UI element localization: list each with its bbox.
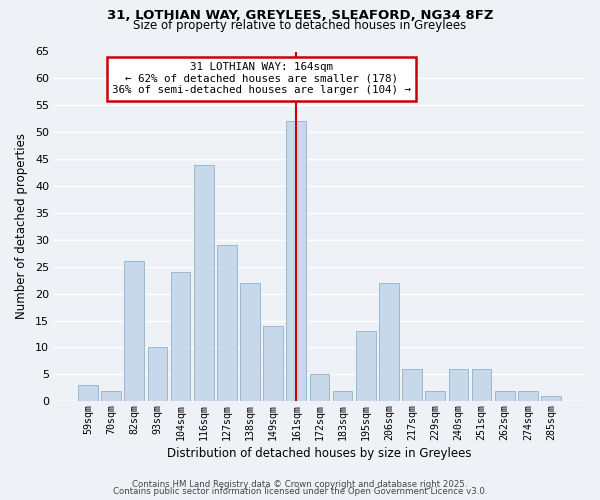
Bar — [148, 348, 167, 402]
Text: Contains public sector information licensed under the Open Government Licence v3: Contains public sector information licen… — [113, 487, 487, 496]
Bar — [495, 390, 515, 402]
Bar — [217, 245, 236, 402]
Bar — [356, 332, 376, 402]
Bar — [124, 262, 144, 402]
X-axis label: Distribution of detached houses by size in Greylees: Distribution of detached houses by size … — [167, 447, 472, 460]
Bar — [101, 390, 121, 402]
Bar — [286, 122, 306, 402]
Y-axis label: Number of detached properties: Number of detached properties — [15, 134, 28, 320]
Bar — [449, 369, 468, 402]
Bar — [425, 390, 445, 402]
Bar — [78, 385, 98, 402]
Text: 31 LOTHIAN WAY: 164sqm
← 62% of detached houses are smaller (178)
36% of semi-de: 31 LOTHIAN WAY: 164sqm ← 62% of detached… — [112, 62, 411, 96]
Text: Contains HM Land Registry data © Crown copyright and database right 2025.: Contains HM Land Registry data © Crown c… — [132, 480, 468, 489]
Bar — [194, 164, 214, 402]
Bar — [310, 374, 329, 402]
Bar — [333, 390, 352, 402]
Bar — [518, 390, 538, 402]
Text: 31, LOTHIAN WAY, GREYLEES, SLEAFORD, NG34 8FZ: 31, LOTHIAN WAY, GREYLEES, SLEAFORD, NG3… — [107, 9, 493, 22]
Bar — [541, 396, 561, 402]
Bar — [402, 369, 422, 402]
Bar — [170, 272, 190, 402]
Text: Size of property relative to detached houses in Greylees: Size of property relative to detached ho… — [133, 19, 467, 32]
Bar — [263, 326, 283, 402]
Bar — [472, 369, 491, 402]
Bar — [379, 283, 399, 402]
Bar — [240, 283, 260, 402]
